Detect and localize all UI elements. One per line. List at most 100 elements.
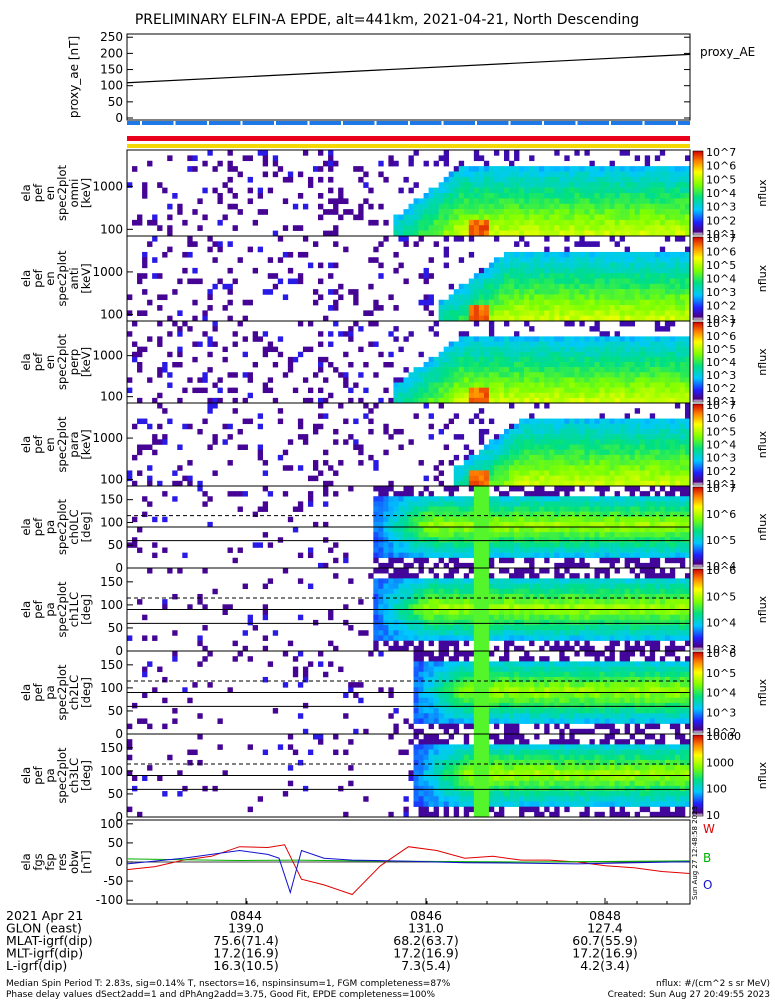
spectrogram-cell: [182, 475, 188, 482]
spectrogram-cell: [498, 537, 505, 543]
spectrogram-cell: [493, 367, 500, 373]
spectrogram-cell: [594, 193, 600, 199]
spectrogram-cell: [448, 341, 455, 347]
spectrogram-cell: [222, 283, 228, 290]
spectrogram-cell: [649, 470, 656, 476]
spectrogram-cell: [669, 557, 676, 564]
spectrogram-cell: [654, 372, 661, 378]
spectrogram-cell: [388, 501, 394, 507]
spectrogram-cell: [554, 397, 560, 404]
spectrogram-cell: [624, 460, 630, 466]
spectrogram-cell: [473, 593, 480, 600]
spectrogram-cell: [142, 182, 148, 188]
spectrogram-cell: [519, 273, 525, 279]
spectrogram-cell: [554, 193, 560, 199]
spectrogram-cell: [468, 209, 475, 215]
spectrogram-cell: [669, 382, 676, 388]
spectrogram-cell: [569, 182, 575, 188]
spectrogram-cell: [679, 501, 686, 507]
spectrogram-cell: [483, 583, 490, 590]
spectrogram-cell: [649, 552, 656, 559]
spectrogram-cell: [564, 578, 570, 584]
spectrogram-cell: [574, 475, 580, 482]
spectrogram-cell: [328, 166, 334, 172]
spectrogram-cell: [378, 547, 384, 553]
spectrogram-cell: [408, 573, 414, 579]
spectrogram-cell: [277, 278, 284, 285]
spectrogram-cell: [614, 336, 620, 342]
spectrogram-cell: [674, 372, 681, 378]
spectrogram-cell: [634, 547, 641, 553]
spectrogram-cell: [473, 486, 480, 492]
spectrogram-cell: [619, 439, 625, 445]
spectrogram-cell: [609, 449, 615, 456]
spectrogram-cell: [589, 527, 595, 533]
spectrogram-cell: [574, 267, 580, 274]
spectrogram-cell: [679, 262, 686, 269]
spectrogram-cell: [609, 454, 615, 461]
spectrogram-cell: [564, 230, 570, 237]
spectrogram-cell: [473, 491, 480, 497]
spectrogram-cell: [393, 506, 399, 512]
spectrogram-cell: [634, 552, 641, 559]
spectrogram-cell: [544, 568, 550, 574]
spectrogram-cell: [292, 527, 299, 533]
spectrogram-cell: [629, 299, 636, 306]
spectrogram-cell: [524, 310, 530, 316]
spectrogram-cell: [649, 527, 656, 533]
spectrogram-cell: [634, 486, 641, 492]
spectrogram-cell: [589, 209, 595, 215]
spectrogram-cell: [599, 377, 605, 383]
spectrogram-cell: [433, 542, 439, 548]
spectrogram-cell: [594, 547, 600, 553]
spectrogram-cell: [619, 267, 625, 274]
spectrogram-cell: [162, 547, 168, 553]
spectrogram-cell: [669, 423, 676, 430]
spectrogram-cell: [498, 604, 505, 610]
spectrogram-cell: [544, 439, 550, 445]
spectrogram-cell: [534, 372, 540, 378]
spectrogram-cell: [458, 588, 465, 595]
spectrogram-cell: [574, 251, 580, 258]
spectrogram-cell: [413, 203, 419, 210]
spectrogram-cell: [629, 537, 636, 543]
spectrogram-cell: [664, 346, 671, 353]
spectrogram-cell: [514, 460, 520, 466]
spectrogram-cell: [468, 299, 475, 306]
spectrogram-cell: [498, 434, 505, 440]
spectrogram-cell: [448, 604, 455, 610]
spectrogram-cell: [252, 542, 258, 548]
spectrogram-cell: [684, 506, 691, 512]
spectrogram-cell: [504, 444, 510, 450]
spectrogram-cell: [504, 273, 510, 279]
spectrogram-cell: [684, 193, 691, 199]
spectrogram-cell: [493, 465, 500, 471]
spectrogram-cell: [413, 630, 419, 636]
spectrogram-cell: [468, 310, 475, 316]
spectrogram-cell: [654, 465, 661, 471]
spectrogram-cell: [393, 251, 399, 258]
spectrogram-cell: [287, 516, 294, 523]
spectrogram-cell: [614, 182, 620, 188]
spectrogram-cell: [468, 506, 475, 512]
spectrogram-cell: [323, 480, 329, 487]
spectrogram-cell: [614, 392, 620, 399]
spectrogram-cell: [539, 262, 545, 269]
spectrogram-cell: [408, 593, 414, 600]
spectrogram-cell: [418, 630, 424, 636]
spectrogram-cell: [654, 480, 661, 487]
spectrogram-cell: [187, 423, 193, 430]
spectrogram-cell: [398, 392, 404, 399]
spectrogram-cell: [659, 351, 666, 358]
spectrogram-cell: [629, 557, 636, 564]
spectrogram-cell: [504, 155, 510, 162]
spectrogram-cell: [403, 604, 409, 610]
spectrogram-cell: [609, 356, 615, 363]
spectrogram-cell: [604, 397, 610, 404]
spectrogram-cell: [433, 516, 439, 523]
spectrogram-cell: [488, 511, 495, 518]
spectrogram-cell: [142, 273, 148, 279]
spectrogram-cell: [659, 423, 666, 430]
spectrogram-cell: [679, 225, 686, 231]
spectrogram-cell: [519, 423, 525, 430]
